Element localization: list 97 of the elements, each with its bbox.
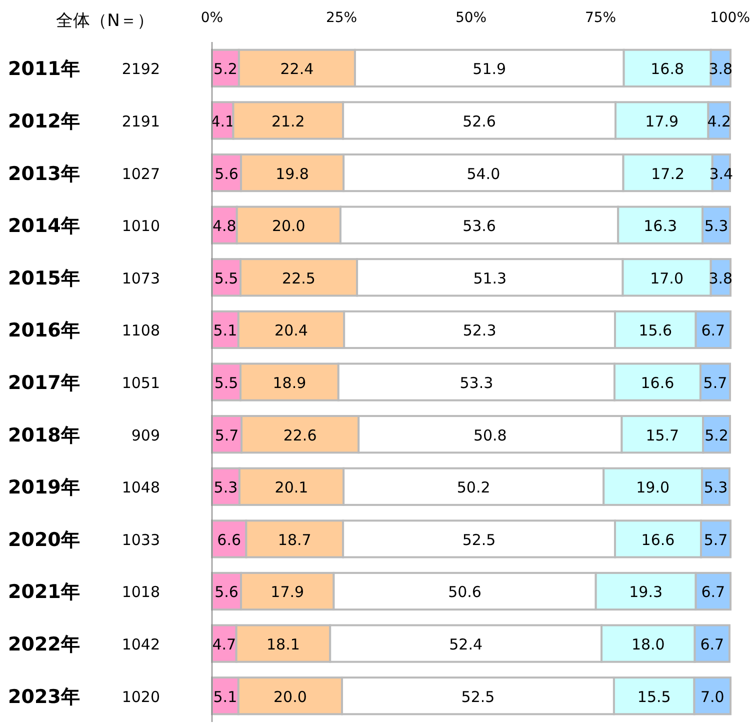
text: 2191	[122, 112, 160, 130]
data-label: 16.6	[641, 530, 675, 549]
data-label: 16.6	[640, 374, 674, 392]
text: 1042	[122, 636, 160, 654]
data-label: 20.0	[272, 217, 306, 236]
data-label: 7.0	[700, 688, 724, 706]
y-tick-label: 2018年	[8, 424, 80, 446]
data-label: 19.3	[629, 583, 663, 602]
data-label: 4.8	[212, 217, 236, 236]
text: 909	[131, 426, 160, 444]
y-tick-label: 2023年	[8, 686, 80, 708]
data-label: 22.5	[282, 269, 316, 288]
data-label: 4.7	[212, 636, 236, 654]
y-tick-label: 2015年	[8, 267, 80, 290]
y-tick-label: 2017年	[8, 372, 80, 394]
data-label: 54.0	[466, 164, 500, 183]
data-label: 50.6	[448, 583, 482, 602]
data-label: 16.8	[650, 60, 684, 78]
text: 1033	[122, 530, 160, 549]
y-axis-title: 全体（N＝）	[56, 11, 154, 31]
data-label: 16.3	[644, 217, 678, 236]
data-label: 5.5	[214, 374, 238, 392]
data-label: 4.1	[210, 112, 235, 130]
data-label: 52.5	[462, 530, 496, 549]
data-label: 5.5	[214, 269, 238, 288]
data-label: 15.6	[638, 322, 672, 340]
text: 1018	[122, 583, 160, 602]
data-label: 52.4	[449, 636, 483, 654]
data-label: 17.0	[650, 269, 684, 288]
data-label: 6.7	[701, 322, 726, 340]
data-label: 20.4	[274, 322, 308, 340]
y-tick-label: 2019年	[8, 476, 80, 499]
data-label: 18.7	[278, 530, 312, 549]
data-label: 15.5	[637, 688, 671, 706]
data-label: 5.3	[704, 217, 728, 236]
data-label: 51.9	[472, 60, 506, 78]
data-label: 17.9	[270, 583, 304, 602]
data-label: 21.2	[271, 112, 305, 130]
y-tick-label: 2022年	[8, 634, 80, 656]
data-label: 5.2	[704, 426, 728, 444]
data-label: 18.9	[272, 374, 306, 392]
x-tick-label: 50%	[455, 10, 487, 26]
y-tick-label: 2011年	[8, 58, 80, 80]
data-label: 5.7	[214, 426, 239, 444]
data-label: 3.4	[709, 164, 734, 183]
data-label: 19.8	[276, 164, 309, 183]
text: 2192	[122, 60, 160, 78]
data-label: 17.9	[645, 112, 679, 130]
y-tick-label: 2016年	[8, 320, 80, 342]
data-label: 5.2	[214, 60, 238, 78]
data-label: 53.6	[462, 217, 496, 236]
data-label: 20.1	[274, 478, 308, 497]
data-label: 19.0	[636, 478, 670, 497]
x-tick-label: 25%	[326, 10, 358, 26]
data-label: 5.7	[704, 530, 728, 549]
data-label: 52.6	[462, 112, 496, 130]
data-label: 6.6	[217, 530, 242, 549]
text: 1027	[122, 164, 160, 183]
data-label: 18.1	[266, 636, 300, 654]
text: 1051	[122, 374, 160, 392]
text: 1010	[122, 217, 160, 236]
data-label: 3.8	[708, 60, 733, 78]
y-tick-label: 2013年	[8, 162, 80, 185]
x-tick-label: 100%	[710, 10, 750, 26]
text: 1020	[122, 688, 160, 706]
data-label: 5.6	[214, 583, 238, 602]
data-label: 5.7	[703, 374, 728, 392]
data-label: 50.8	[473, 426, 507, 444]
data-label: 3.8	[708, 269, 733, 288]
y-tick-label: 2020年	[8, 528, 80, 551]
y-tick-label: 2012年	[8, 110, 80, 132]
y-tick-label: 2021年	[8, 581, 80, 604]
x-tick-label: 75%	[584, 10, 616, 26]
data-label: 6.7	[700, 636, 724, 654]
data-label: 6.7	[701, 583, 726, 602]
data-label: 20.0	[274, 688, 307, 706]
data-label: 5.1	[213, 322, 238, 340]
text: 1073	[122, 269, 160, 288]
data-label: 5.3	[704, 478, 728, 497]
data-label: 5.3	[214, 478, 238, 497]
y-tick-label: 2014年	[8, 215, 80, 238]
data-label: 17.2	[651, 164, 685, 183]
data-label: 53.3	[460, 374, 494, 392]
data-label: 5.6	[214, 164, 238, 183]
text: 1108	[122, 322, 160, 340]
data-label: 52.3	[462, 322, 496, 340]
data-label: 52.5	[461, 688, 495, 706]
x-tick-label: 0%	[200, 10, 224, 26]
data-label: 51.3	[473, 269, 507, 288]
data-label: 22.4	[280, 60, 314, 78]
data-label: 5.1	[213, 688, 238, 706]
data-label: 15.7	[646, 426, 680, 444]
data-label: 18.0	[631, 636, 665, 654]
data-label: 4.2	[707, 112, 732, 130]
text: 1048	[122, 478, 160, 497]
data-label: 50.2	[456, 478, 490, 497]
data-label: 22.6	[283, 426, 317, 444]
